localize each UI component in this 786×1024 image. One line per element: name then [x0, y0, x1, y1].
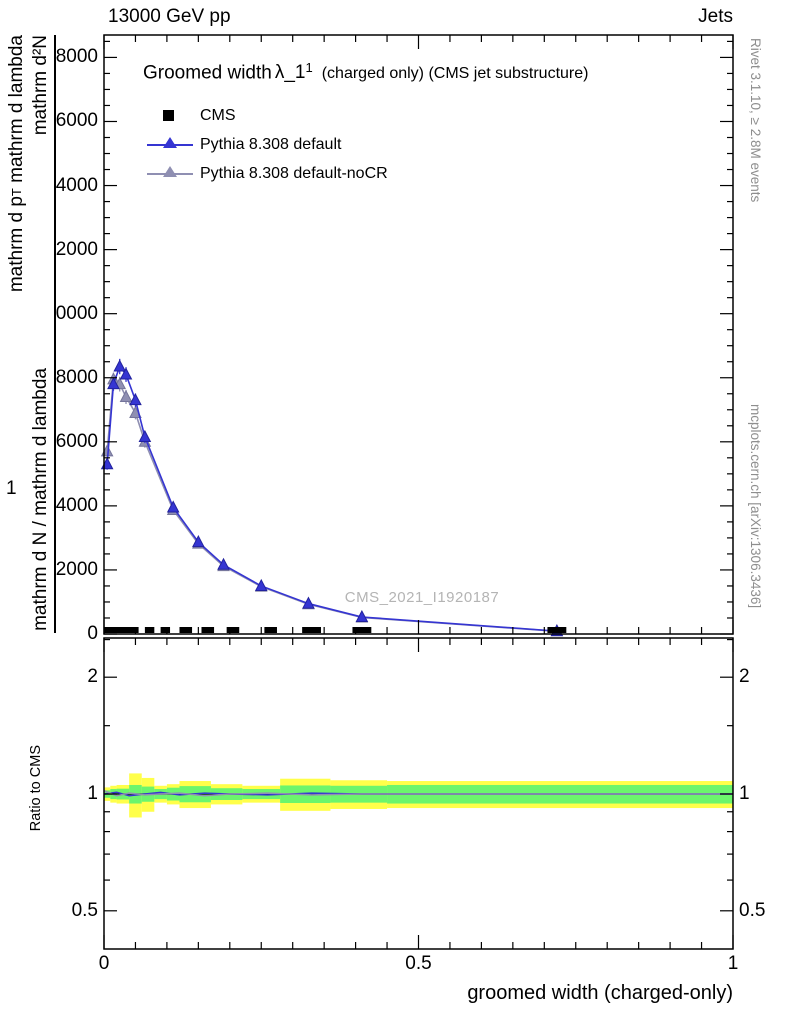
legend-item-pythia-nocr: Pythia 8.308 default-noCR	[146, 165, 388, 194]
y-axis-label-lower: mathrm d N / mathrm d lambda	[30, 368, 51, 631]
header-analysis-group: Jets	[698, 6, 733, 27]
plot-title-superscript: 1	[305, 60, 313, 75]
plot-title-observable: λ_1	[274, 62, 306, 84]
pythia-default-triangle-marker-icon	[146, 136, 194, 154]
legend-label-pythia-nocr: Pythia 8.308 default-noCR	[200, 165, 388, 182]
plot-title-qualifier: (charged only) (CMS jet substructure)	[321, 65, 589, 83]
x-axis-label: groomed width (charged-only)	[467, 982, 733, 1004]
y-axis-label-fraction-bar	[54, 35, 56, 633]
legend-label-cms: CMS	[200, 107, 236, 124]
legend-item-pythia-default: Pythia 8.308 default	[146, 136, 388, 165]
mcplots-reference-note: mcplots.cern.ch [arXiv:1306.3436]	[748, 404, 763, 609]
plot-title: Groomed width λ_11 (charged only) (CMS jet…	[143, 60, 588, 84]
y-axis-label-denominator: mathrm d pT mathrm d lambda	[6, 35, 27, 293]
pt-subscript: T	[9, 188, 24, 197]
header-beam-energy: 13000 GeV pp	[108, 6, 231, 27]
series-cms-data	[104, 627, 567, 633]
plot-title-prefix: Groomed width	[143, 62, 272, 84]
y-axis-label-one: 1	[6, 478, 17, 499]
pythia-nocr-triangle-marker-icon	[146, 165, 194, 183]
ratio-axis-label: Ratio to CMS	[28, 745, 44, 832]
legend-item-cms: CMS	[146, 107, 388, 136]
y-axis-label-numerator: mathrm d²N	[30, 35, 51, 136]
ratio-line	[103, 789, 733, 797]
cms-square-marker-icon	[146, 107, 194, 125]
analysis-id-watermark: CMS_2021_I1920187	[344, 589, 500, 606]
legend: CMS Pythia 8.308 default Pythia 8.308 de…	[146, 107, 388, 194]
legend-label-pythia-default: Pythia 8.308 default	[200, 136, 342, 153]
axis-ticks	[103, 35, 734, 949]
rivet-version-note: Rivet 3.1.10, ≥ 2.8M events	[748, 38, 763, 203]
